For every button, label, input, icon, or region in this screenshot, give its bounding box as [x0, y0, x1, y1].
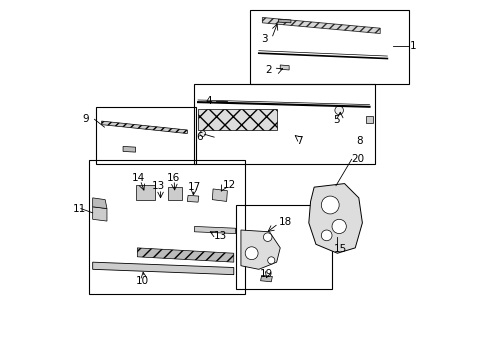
Bar: [249, 10, 408, 84]
Polygon shape: [194, 226, 235, 234]
Text: 6: 6: [196, 132, 203, 142]
Text: 5: 5: [332, 115, 339, 125]
Polygon shape: [280, 65, 288, 70]
Text: 13: 13: [151, 181, 164, 192]
Bar: [167, 187, 182, 200]
Circle shape: [334, 106, 343, 114]
Text: 18: 18: [278, 217, 291, 227]
Text: 17: 17: [187, 182, 200, 192]
Text: 4: 4: [205, 96, 211, 107]
Text: 12: 12: [222, 180, 235, 190]
Bar: [96, 107, 196, 164]
Text: 9: 9: [82, 114, 89, 124]
Circle shape: [244, 247, 258, 260]
Text: 8: 8: [356, 136, 363, 146]
Circle shape: [200, 131, 205, 136]
Text: 13: 13: [214, 231, 227, 242]
Text: 14: 14: [132, 173, 145, 183]
Bar: [194, 84, 374, 164]
Polygon shape: [278, 19, 290, 23]
Bar: [89, 160, 244, 294]
Text: 7: 7: [296, 136, 302, 146]
Bar: [135, 185, 155, 200]
Circle shape: [321, 230, 331, 241]
Text: 2: 2: [265, 65, 272, 75]
Polygon shape: [260, 275, 272, 282]
Polygon shape: [365, 116, 372, 123]
Text: 20: 20: [351, 154, 364, 163]
Text: 19: 19: [259, 269, 273, 279]
Polygon shape: [241, 230, 280, 269]
Circle shape: [321, 196, 339, 214]
Text: 10: 10: [135, 276, 148, 286]
Bar: [235, 205, 331, 289]
Circle shape: [331, 219, 346, 234]
Polygon shape: [137, 248, 233, 262]
Polygon shape: [102, 121, 187, 134]
Text: 16: 16: [166, 173, 180, 183]
Polygon shape: [262, 18, 380, 33]
Bar: [198, 109, 276, 130]
Circle shape: [263, 233, 271, 242]
Text: 15: 15: [333, 244, 346, 253]
Text: 3: 3: [261, 33, 267, 44]
Polygon shape: [93, 262, 233, 275]
Text: 11: 11: [73, 203, 86, 213]
Polygon shape: [308, 184, 362, 253]
Polygon shape: [93, 207, 107, 221]
Polygon shape: [212, 189, 227, 202]
Polygon shape: [123, 147, 135, 152]
Polygon shape: [93, 198, 107, 208]
Circle shape: [267, 257, 274, 264]
Polygon shape: [187, 195, 198, 202]
Text: 1: 1: [409, 41, 416, 51]
